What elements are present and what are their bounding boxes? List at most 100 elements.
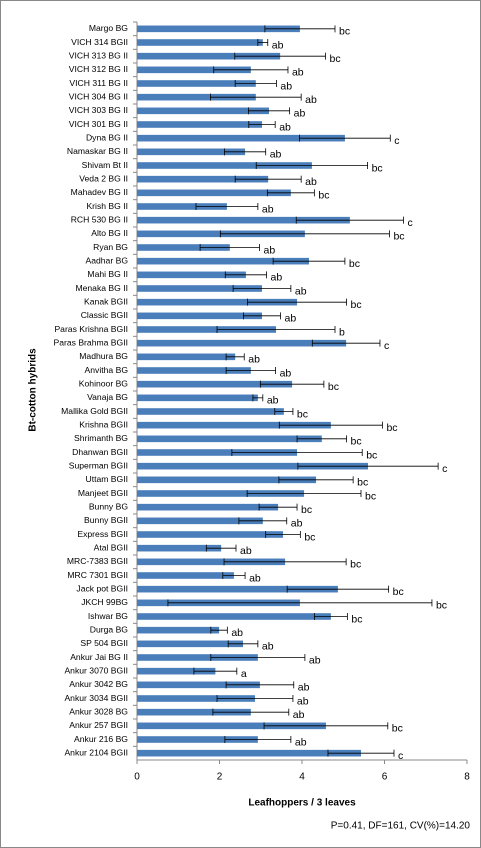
bar <box>137 435 322 443</box>
significance-letter: ab <box>249 572 261 584</box>
y-tick-label: Krish BG II <box>86 201 128 211</box>
bar <box>137 312 262 320</box>
significance-letter: b <box>339 326 345 338</box>
y-tick-label: Superman BGII <box>69 460 128 470</box>
x-tick-label: 6 <box>382 772 388 783</box>
significance-letter: ab <box>270 149 282 161</box>
x-tick-label: 0 <box>134 772 140 783</box>
significance-letter: c <box>442 463 447 475</box>
bar <box>137 107 269 115</box>
significance-letter: ab <box>295 285 307 297</box>
significance-letter: bc <box>357 477 368 489</box>
bar <box>137 572 234 579</box>
significance-letter: ab <box>280 367 292 379</box>
bar <box>137 626 220 634</box>
bar <box>137 216 350 224</box>
bar <box>137 148 246 156</box>
bar <box>137 25 300 33</box>
x-tick-label: 8 <box>464 772 470 783</box>
significance-letter: ab <box>262 641 274 653</box>
y-tick-label: VICH 314 BGII <box>71 37 128 47</box>
bar <box>137 544 222 552</box>
x-axis-label: Leafhoppers / 3 leaves <box>248 798 356 809</box>
y-tick-label: Mallika Gold BGII <box>61 406 128 416</box>
bar <box>137 517 263 525</box>
bar <box>137 66 251 74</box>
bar <box>137 613 331 620</box>
significance-letter: bc <box>304 531 315 543</box>
significance-letter: ab <box>305 176 317 188</box>
y-tick-label: Durga BG <box>90 624 129 634</box>
y-tick-label: Shrimanth BG <box>74 433 128 443</box>
bar <box>137 367 251 374</box>
bar <box>137 285 262 292</box>
significance-letter: c <box>384 340 389 352</box>
y-tick-label: Atal BGII <box>94 542 128 552</box>
y-tick-label: Dhanwan BGII <box>72 447 128 457</box>
y-tick-label: Kohinoor BG <box>79 378 129 388</box>
significance-letter: bc <box>393 586 404 598</box>
y-tick-label: Dyna BG II <box>86 132 128 142</box>
bar <box>137 695 255 702</box>
y-tick-label: Manjeet BGII <box>78 488 128 498</box>
y-tick-label: JKCH 99BG <box>81 597 128 607</box>
y-tick-label: Krishna BGII <box>79 419 128 429</box>
footnote: P=0.41, DF=161, CV(%)=14.20 <box>331 821 471 832</box>
y-tick-label: Paras Krishna BGII <box>54 324 128 334</box>
bar <box>137 189 291 197</box>
significance-letter: ab <box>295 736 307 748</box>
significance-letter: c <box>394 135 399 147</box>
significance-letter: bc <box>330 53 341 65</box>
y-tick-label: VICH 301 BG II <box>69 119 128 129</box>
bar <box>137 408 284 415</box>
significance-letter: ab <box>292 67 304 79</box>
y-tick-label: Aadhar BG <box>85 255 128 265</box>
bar <box>137 654 258 661</box>
bar <box>137 298 298 306</box>
y-tick-label: Bunny BGII <box>84 515 128 525</box>
significance-letter: ab <box>305 94 317 106</box>
significance-letter: bc <box>328 381 339 393</box>
bar <box>137 490 305 497</box>
y-tick-label: VICH 303 BG II <box>69 105 128 115</box>
y-tick-label: Classic BGII <box>81 310 128 320</box>
significance-letter: bc <box>350 559 361 571</box>
significance-letter: ab <box>293 709 305 721</box>
y-tick-label: Madhura BG <box>79 351 128 361</box>
y-tick-label: Vanaja BG <box>87 392 128 402</box>
significance-letter: bc <box>386 422 397 434</box>
significance-letter: bc <box>436 600 447 612</box>
y-tick-label: Anvitha BG <box>85 365 129 375</box>
y-tick-label: Ishwar BG <box>88 611 128 621</box>
significance-letter: ab <box>248 354 260 366</box>
bar <box>137 681 260 689</box>
y-tick-label: VICH 311 BG II <box>69 78 128 88</box>
y-tick-label: RCH 530 BG II <box>71 214 128 224</box>
significance-letter: ab <box>297 695 309 707</box>
significance-letter: c <box>398 750 403 762</box>
significance-letter: bc <box>393 231 404 243</box>
bar <box>137 121 262 128</box>
bar <box>137 558 286 566</box>
y-tick-label: VICH 312 BG II <box>69 64 128 74</box>
significance-letter: bc <box>372 162 383 174</box>
significance-letter: ab <box>279 121 291 133</box>
significance-letter: ab <box>240 545 252 557</box>
y-tick-label: Ankur 3070 BGII <box>64 665 128 675</box>
y-tick-label: Kanak BGII <box>84 296 128 306</box>
significance-letter: ab <box>262 203 274 215</box>
bar <box>137 531 284 538</box>
y-tick-label: Namaskar BG II <box>67 146 128 156</box>
significance-letter: bc <box>351 613 362 625</box>
bar <box>137 462 368 470</box>
y-tick-label: Ankur 3028 BG <box>69 706 128 716</box>
y-tick-label: Jack pot BGII <box>76 583 128 593</box>
bar <box>137 39 263 46</box>
bar <box>137 134 345 142</box>
significance-letter: c <box>407 217 412 229</box>
significance-letter: bc <box>318 190 329 202</box>
significance-letter: bc <box>297 408 308 420</box>
significance-letter: ab <box>294 108 306 120</box>
y-tick-label: Mahi BG II <box>87 269 128 279</box>
y-tick-label: Mahadev BG II <box>71 187 128 197</box>
